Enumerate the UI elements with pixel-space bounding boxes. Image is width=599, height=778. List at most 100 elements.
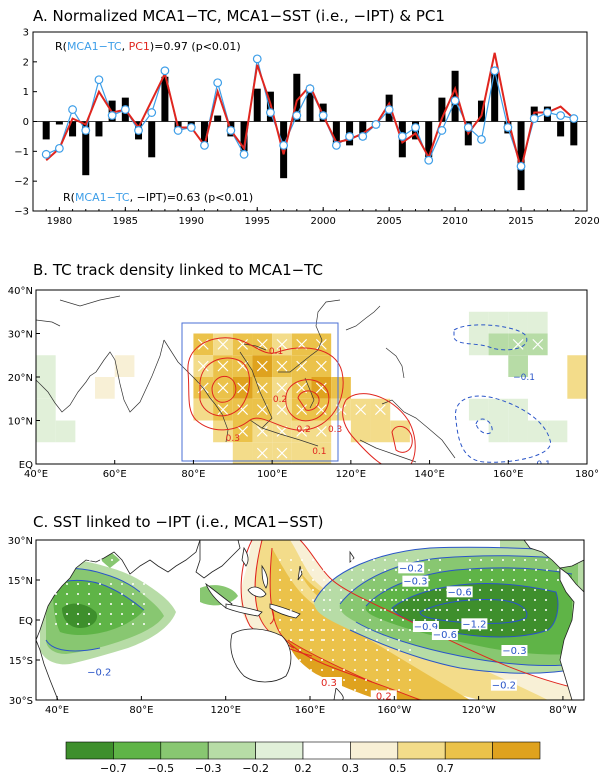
- stipple-dot: [501, 589, 503, 591]
- xtick-label-a: 2000: [310, 216, 335, 227]
- stipple-dot: [391, 619, 393, 621]
- stipple-dot: [290, 579, 292, 581]
- stipple-dot: [513, 579, 515, 581]
- contour-label-bg-c: [461, 618, 488, 630]
- stipple-dot: [402, 599, 404, 601]
- density-cell: [527, 420, 548, 443]
- stipple-dot: [299, 669, 301, 671]
- stipple-dot: [369, 589, 371, 591]
- ytick-label-c: 30°S: [9, 696, 33, 707]
- stipple-dot: [279, 619, 281, 621]
- xtick-label-b: 40°E: [24, 469, 48, 480]
- marker-mca1-sst-1998: [292, 111, 302, 120]
- stipple-dot: [110, 623, 112, 625]
- density-cell: [488, 398, 509, 421]
- contour-label-bg-c: [86, 666, 113, 678]
- significance-cross: [315, 404, 327, 416]
- stipple-dot: [110, 583, 112, 585]
- colorbar-swatch: [302, 741, 351, 760]
- stipple-dot: [354, 629, 356, 631]
- contour-label-c: −0.2: [492, 681, 516, 692]
- annotation-r-pc1: R(MCA1−TC, PC1)=0.97 (p<0.01): [55, 40, 241, 53]
- stipple-dot: [340, 559, 342, 561]
- marker-mca1-sst-2005: [384, 105, 394, 114]
- contour-label-c: 0.3: [321, 678, 337, 689]
- stipple-dot: [428, 599, 430, 601]
- stipple-dot: [468, 629, 470, 631]
- stipple-dot: [428, 569, 430, 571]
- significance-cross: [256, 404, 268, 416]
- stipple-dot: [398, 689, 400, 691]
- stipple-dot: [323, 559, 325, 561]
- contour-label-b: 0.3: [328, 425, 342, 435]
- bar-mca1-tc-1980: [55, 121, 63, 125]
- stipple-dot: [351, 559, 353, 561]
- xtick-label-a: 2015: [508, 216, 533, 227]
- density-cell: [508, 420, 528, 443]
- stipple-dot: [66, 583, 68, 585]
- stipple-dot: [376, 659, 378, 661]
- ytick-label-a: −3: [14, 207, 29, 218]
- significance-cross: [256, 360, 268, 372]
- stipple-dot: [299, 679, 301, 681]
- stipple-dot: [321, 669, 323, 671]
- stipple-dot: [77, 603, 79, 605]
- marker-mca1-sst-2008: [424, 155, 434, 165]
- stipple-dot: [398, 679, 400, 681]
- significance-cross: [296, 404, 308, 416]
- stipple-dot: [413, 589, 415, 591]
- stipple-dot: [546, 559, 548, 561]
- stipple-dot: [77, 583, 79, 585]
- colorbar-label: −0.7: [100, 762, 127, 774]
- stipple-dot: [479, 589, 481, 591]
- stipple-dot: [332, 669, 334, 671]
- significance-cross: [237, 338, 249, 350]
- stipple-dot: [490, 629, 492, 631]
- contour-label-bg-c: [402, 575, 429, 587]
- stipple-dot: [332, 649, 334, 651]
- stipple-dot: [111, 559, 113, 561]
- stipple-dot: [77, 593, 79, 595]
- stipple-dot: [439, 569, 441, 571]
- stipple-dot: [409, 649, 411, 651]
- density-cell: [468, 333, 489, 356]
- stipple-dot: [77, 623, 79, 625]
- stipple-dot: [310, 639, 312, 641]
- stipple-dot: [523, 609, 525, 611]
- ytick-label-c: 15°N: [8, 576, 33, 587]
- stipple-dot: [369, 599, 371, 601]
- stipple-dot: [535, 569, 537, 571]
- contour-label-bg-c: [370, 690, 397, 700]
- significance-cross: [296, 425, 308, 437]
- stipple-dot: [376, 679, 378, 681]
- stipple-dot: [121, 583, 123, 585]
- stipple-dot: [362, 569, 364, 571]
- marker-mca1-sst-2001: [331, 140, 341, 150]
- stipple-dot: [279, 599, 281, 601]
- stipple-dot: [480, 559, 482, 561]
- stipple-dot: [143, 613, 145, 615]
- xtick-label-a: 1990: [179, 216, 204, 227]
- stipple-dot: [143, 593, 145, 595]
- ytick-label-a: 3: [23, 28, 29, 39]
- stipple-dot: [323, 599, 325, 601]
- stipple-dot: [301, 559, 303, 561]
- stipple-dot: [301, 609, 303, 611]
- contours-positive-b: [187, 337, 416, 464]
- bar-mca1-tc-1998: [293, 73, 301, 122]
- landmasses-c: [36, 540, 584, 700]
- stipple-dot: [312, 589, 314, 591]
- stipple-dot: [321, 659, 323, 661]
- stipple-dot: [490, 589, 492, 591]
- bar-mca1-tc-1979: [42, 121, 50, 140]
- stipple-dot: [362, 599, 364, 601]
- panel-a: A. Normalized MCA1−TC, MCA1−SST (i.e., −…: [14, 7, 599, 227]
- stipple-dot: [373, 589, 375, 591]
- stipple-dot: [384, 589, 386, 591]
- stipple-dot: [111, 549, 113, 551]
- contour-label-c: 0.2: [376, 691, 392, 702]
- colorbar-label: 0.3: [342, 762, 360, 774]
- stipple-dot: [143, 623, 145, 625]
- contour-label-b: 0.1: [269, 347, 283, 357]
- colorbar-label: −0.2: [242, 762, 269, 774]
